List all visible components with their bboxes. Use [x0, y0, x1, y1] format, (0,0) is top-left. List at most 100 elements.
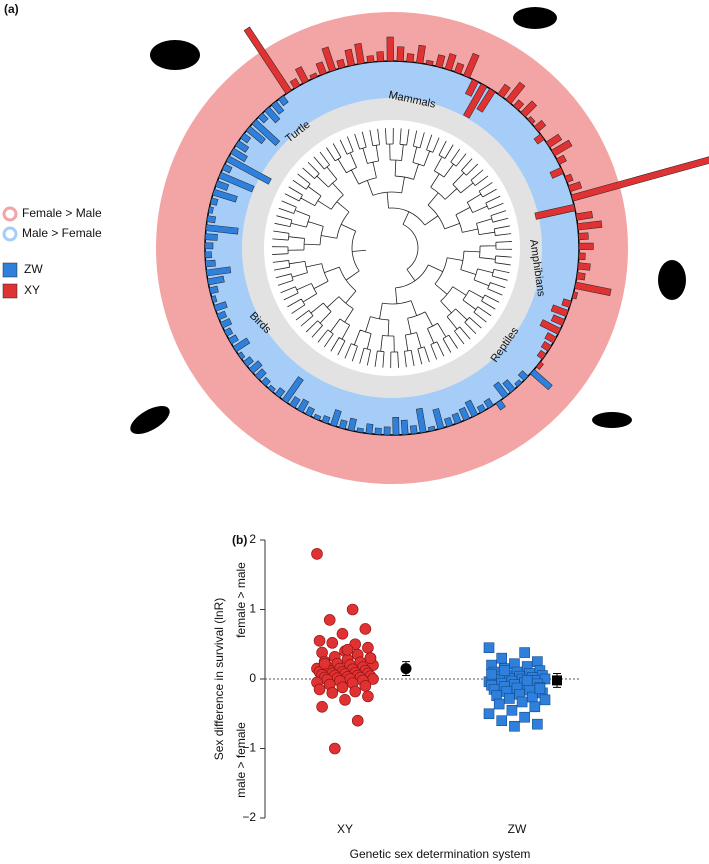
radial-bar — [204, 242, 214, 250]
y-tick-label: −1 — [242, 741, 256, 755]
frog-icon — [658, 260, 686, 300]
radial-bar — [463, 52, 480, 79]
point — [519, 647, 530, 658]
radial-bar — [206, 215, 216, 224]
point — [483, 708, 495, 720]
radial-bar — [208, 206, 214, 214]
radial-bar — [578, 232, 589, 241]
point — [496, 715, 508, 727]
radial-bar — [444, 53, 457, 71]
radial-bar — [245, 125, 266, 145]
radial-bar — [376, 51, 385, 62]
bird-icon — [130, 406, 170, 434]
point — [498, 665, 510, 676]
radial-bar — [261, 376, 271, 387]
point — [316, 700, 328, 713]
y-axis-sublabel: male > female — [234, 722, 248, 798]
point — [486, 668, 497, 680]
radial-bar — [577, 220, 603, 231]
radial-bar — [315, 61, 327, 76]
radial-bar — [257, 112, 269, 124]
radial-bar — [297, 398, 310, 413]
tree-area — [264, 120, 520, 376]
legend-ring — [2, 206, 18, 222]
radial-bar — [396, 46, 405, 62]
radial-bar — [533, 133, 545, 145]
radial-bar — [216, 310, 228, 321]
radial-bar — [232, 337, 251, 353]
radial-bar — [400, 419, 409, 436]
radial-bar — [435, 54, 446, 69]
radial-bar — [215, 180, 230, 191]
radial-bar — [213, 301, 228, 312]
radial-bar — [535, 361, 544, 370]
radial-bar — [204, 233, 218, 241]
radial-bar — [264, 106, 281, 124]
radial-bar — [237, 351, 246, 360]
lizard-icon — [592, 412, 632, 428]
radial-bar — [529, 368, 553, 391]
radial-bar — [356, 427, 364, 434]
radial-bar — [578, 242, 594, 250]
rings — [156, 12, 628, 484]
radial-bar — [571, 156, 709, 202]
radial-bar — [374, 427, 382, 435]
radial-bar — [338, 419, 348, 430]
legend-label: Female > Male — [22, 206, 102, 220]
radial-bar — [497, 83, 511, 99]
radial-bar — [254, 368, 267, 381]
radial-bar — [221, 163, 233, 174]
radial-bar — [386, 36, 394, 62]
radial-bar — [204, 251, 212, 259]
radial-bar — [243, 356, 254, 367]
point — [534, 683, 546, 695]
radial-bar — [243, 26, 292, 95]
radial-bar — [415, 407, 427, 434]
point — [521, 675, 533, 686]
radial-bar — [476, 403, 486, 414]
legend-label: Male > Female — [22, 226, 102, 240]
radial-bar — [443, 417, 453, 428]
point — [493, 698, 505, 710]
radial-bar — [392, 417, 400, 436]
radial-bar — [534, 204, 576, 220]
mouse-icon — [513, 7, 557, 29]
radial-bar — [278, 95, 289, 107]
mean-marker — [552, 675, 562, 686]
radial-bar — [561, 298, 572, 308]
legend-swatch — [2, 262, 18, 278]
radial-bar — [454, 62, 465, 75]
radial-bar — [321, 46, 337, 73]
point — [313, 634, 326, 647]
radial-bar — [505, 81, 526, 105]
x-tick-label: ZW — [508, 822, 527, 836]
radial-bar — [416, 44, 426, 64]
radial-bar — [366, 55, 375, 63]
tree — [272, 128, 512, 368]
point — [326, 687, 339, 699]
panel-label: (b) — [232, 533, 247, 547]
radial-bar — [305, 406, 315, 417]
turtle-icon — [150, 40, 200, 70]
point — [362, 690, 374, 703]
radial-bar — [493, 381, 509, 399]
point — [318, 657, 331, 670]
radial-bar — [220, 318, 233, 329]
radial-bar — [330, 409, 342, 427]
point — [359, 623, 372, 635]
radial-bar — [556, 154, 567, 165]
radial-bar — [225, 155, 272, 185]
point — [313, 683, 326, 696]
radial-bar — [354, 43, 365, 65]
point — [519, 711, 530, 723]
radial-bar — [281, 376, 304, 404]
radial-bar — [251, 119, 281, 146]
mean-marker — [400, 663, 412, 675]
radial-bar — [313, 413, 322, 421]
radial-bar — [517, 370, 529, 381]
radial-bar — [495, 399, 506, 411]
panel-label: (a) — [4, 2, 19, 16]
point — [349, 685, 361, 698]
radial-bar — [564, 173, 574, 183]
